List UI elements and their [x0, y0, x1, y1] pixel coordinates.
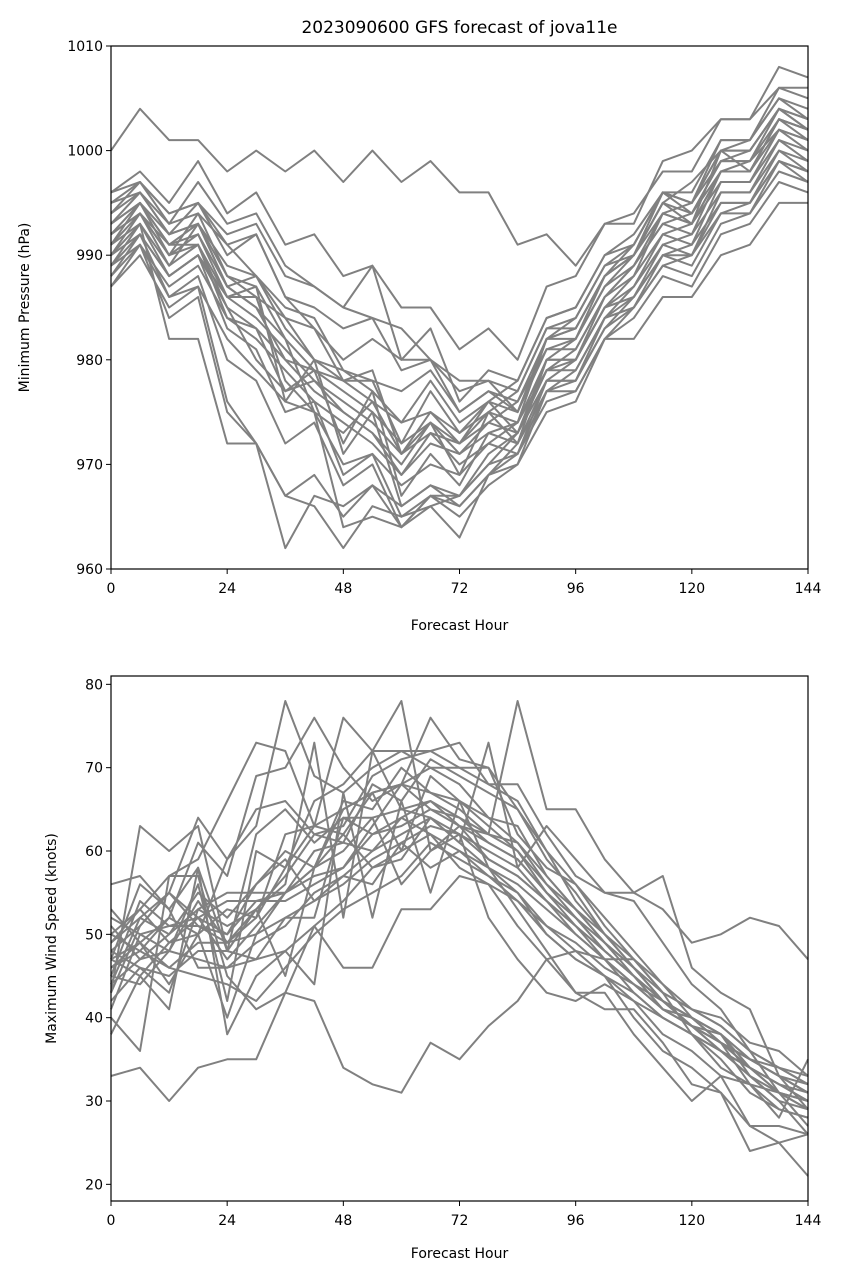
y-tick-label: 20: [85, 1177, 103, 1193]
series-line-26: [110, 86, 808, 414]
chart-title: 2023090600 GFS forecast of jova11e: [301, 18, 617, 38]
series-line-21: [110, 128, 809, 476]
x-tick-label: 120: [678, 581, 705, 597]
x-axis-label: Forecast Hour: [411, 618, 509, 634]
series-line-20: [110, 181, 809, 550]
y-tick-label: 1000: [67, 144, 103, 160]
series-line-19: [110, 170, 809, 550]
series-line-22: [110, 783, 809, 1119]
x-tick-label: 144: [795, 581, 822, 597]
y-tick-label: 50: [85, 927, 103, 943]
x-tick-label: 72: [451, 1213, 469, 1229]
wind-panel: 0 24 48 72 96 120 144 20 30 40 50 60 70 80 Forecast …: [44, 675, 822, 1262]
wind-x-ticks: 0 24 48 72 96 120 144: [107, 1201, 822, 1229]
series-line-1: [110, 65, 809, 267]
y-axis-label: Minimum Pressure (hPa): [17, 223, 33, 393]
wind-y-ticks: 20 30 40 50 60 70 80: [85, 677, 111, 1193]
pressure-series-group: [110, 65, 809, 550]
series-line-25: [110, 201, 808, 529]
x-tick-label: 48: [334, 581, 352, 597]
series-line-19: [110, 816, 809, 1102]
x-tick-label: 24: [218, 581, 236, 597]
x-tick-label: 144: [795, 1213, 822, 1229]
series-line-3: [110, 97, 809, 403]
y-tick-label: 40: [85, 1011, 103, 1027]
y-tick-label: 970: [76, 457, 103, 473]
pressure-y-ticks: 960 970 980 990 1000 1010: [67, 39, 111, 578]
series-line-22: [110, 118, 809, 455]
wind-series-group: [110, 700, 809, 1177]
y-tick-label: 980: [76, 353, 103, 369]
y-axis-label: Maximum Wind Speed (knots): [44, 833, 60, 1044]
y-tick-label: 70: [85, 761, 103, 777]
x-tick-label: 0: [107, 1213, 116, 1229]
series-line-26: [110, 841, 809, 1119]
x-tick-label: 0: [107, 581, 116, 597]
x-tick-label: 72: [451, 581, 469, 597]
x-tick-label: 96: [567, 581, 585, 597]
x-tick-label: 24: [218, 1213, 236, 1229]
x-axis-label: Forecast Hour: [411, 1246, 509, 1262]
series-line-23: [110, 841, 809, 1177]
series-line-24: [110, 816, 809, 1152]
x-tick-label: 96: [567, 1213, 585, 1229]
x-tick-label: 120: [678, 1213, 705, 1229]
series-line-25: [110, 800, 809, 1136]
pressure-panel: 2023090600 GFS forecast of jova11e 0 24 48…: [17, 18, 821, 634]
y-tick-label: 60: [85, 844, 103, 860]
x-tick-label: 48: [334, 1213, 352, 1229]
series-line-24: [110, 160, 809, 487]
y-tick-label: 80: [85, 677, 103, 693]
y-tick-label: 1010: [67, 39, 103, 55]
pressure-x-ticks: 0 24 48 72 96 120 144: [107, 569, 822, 597]
y-tick-label: 990: [76, 248, 103, 264]
y-tick-label: 960: [76, 562, 103, 578]
series-line-2: [110, 86, 809, 361]
y-tick-label: 30: [85, 1094, 103, 1110]
